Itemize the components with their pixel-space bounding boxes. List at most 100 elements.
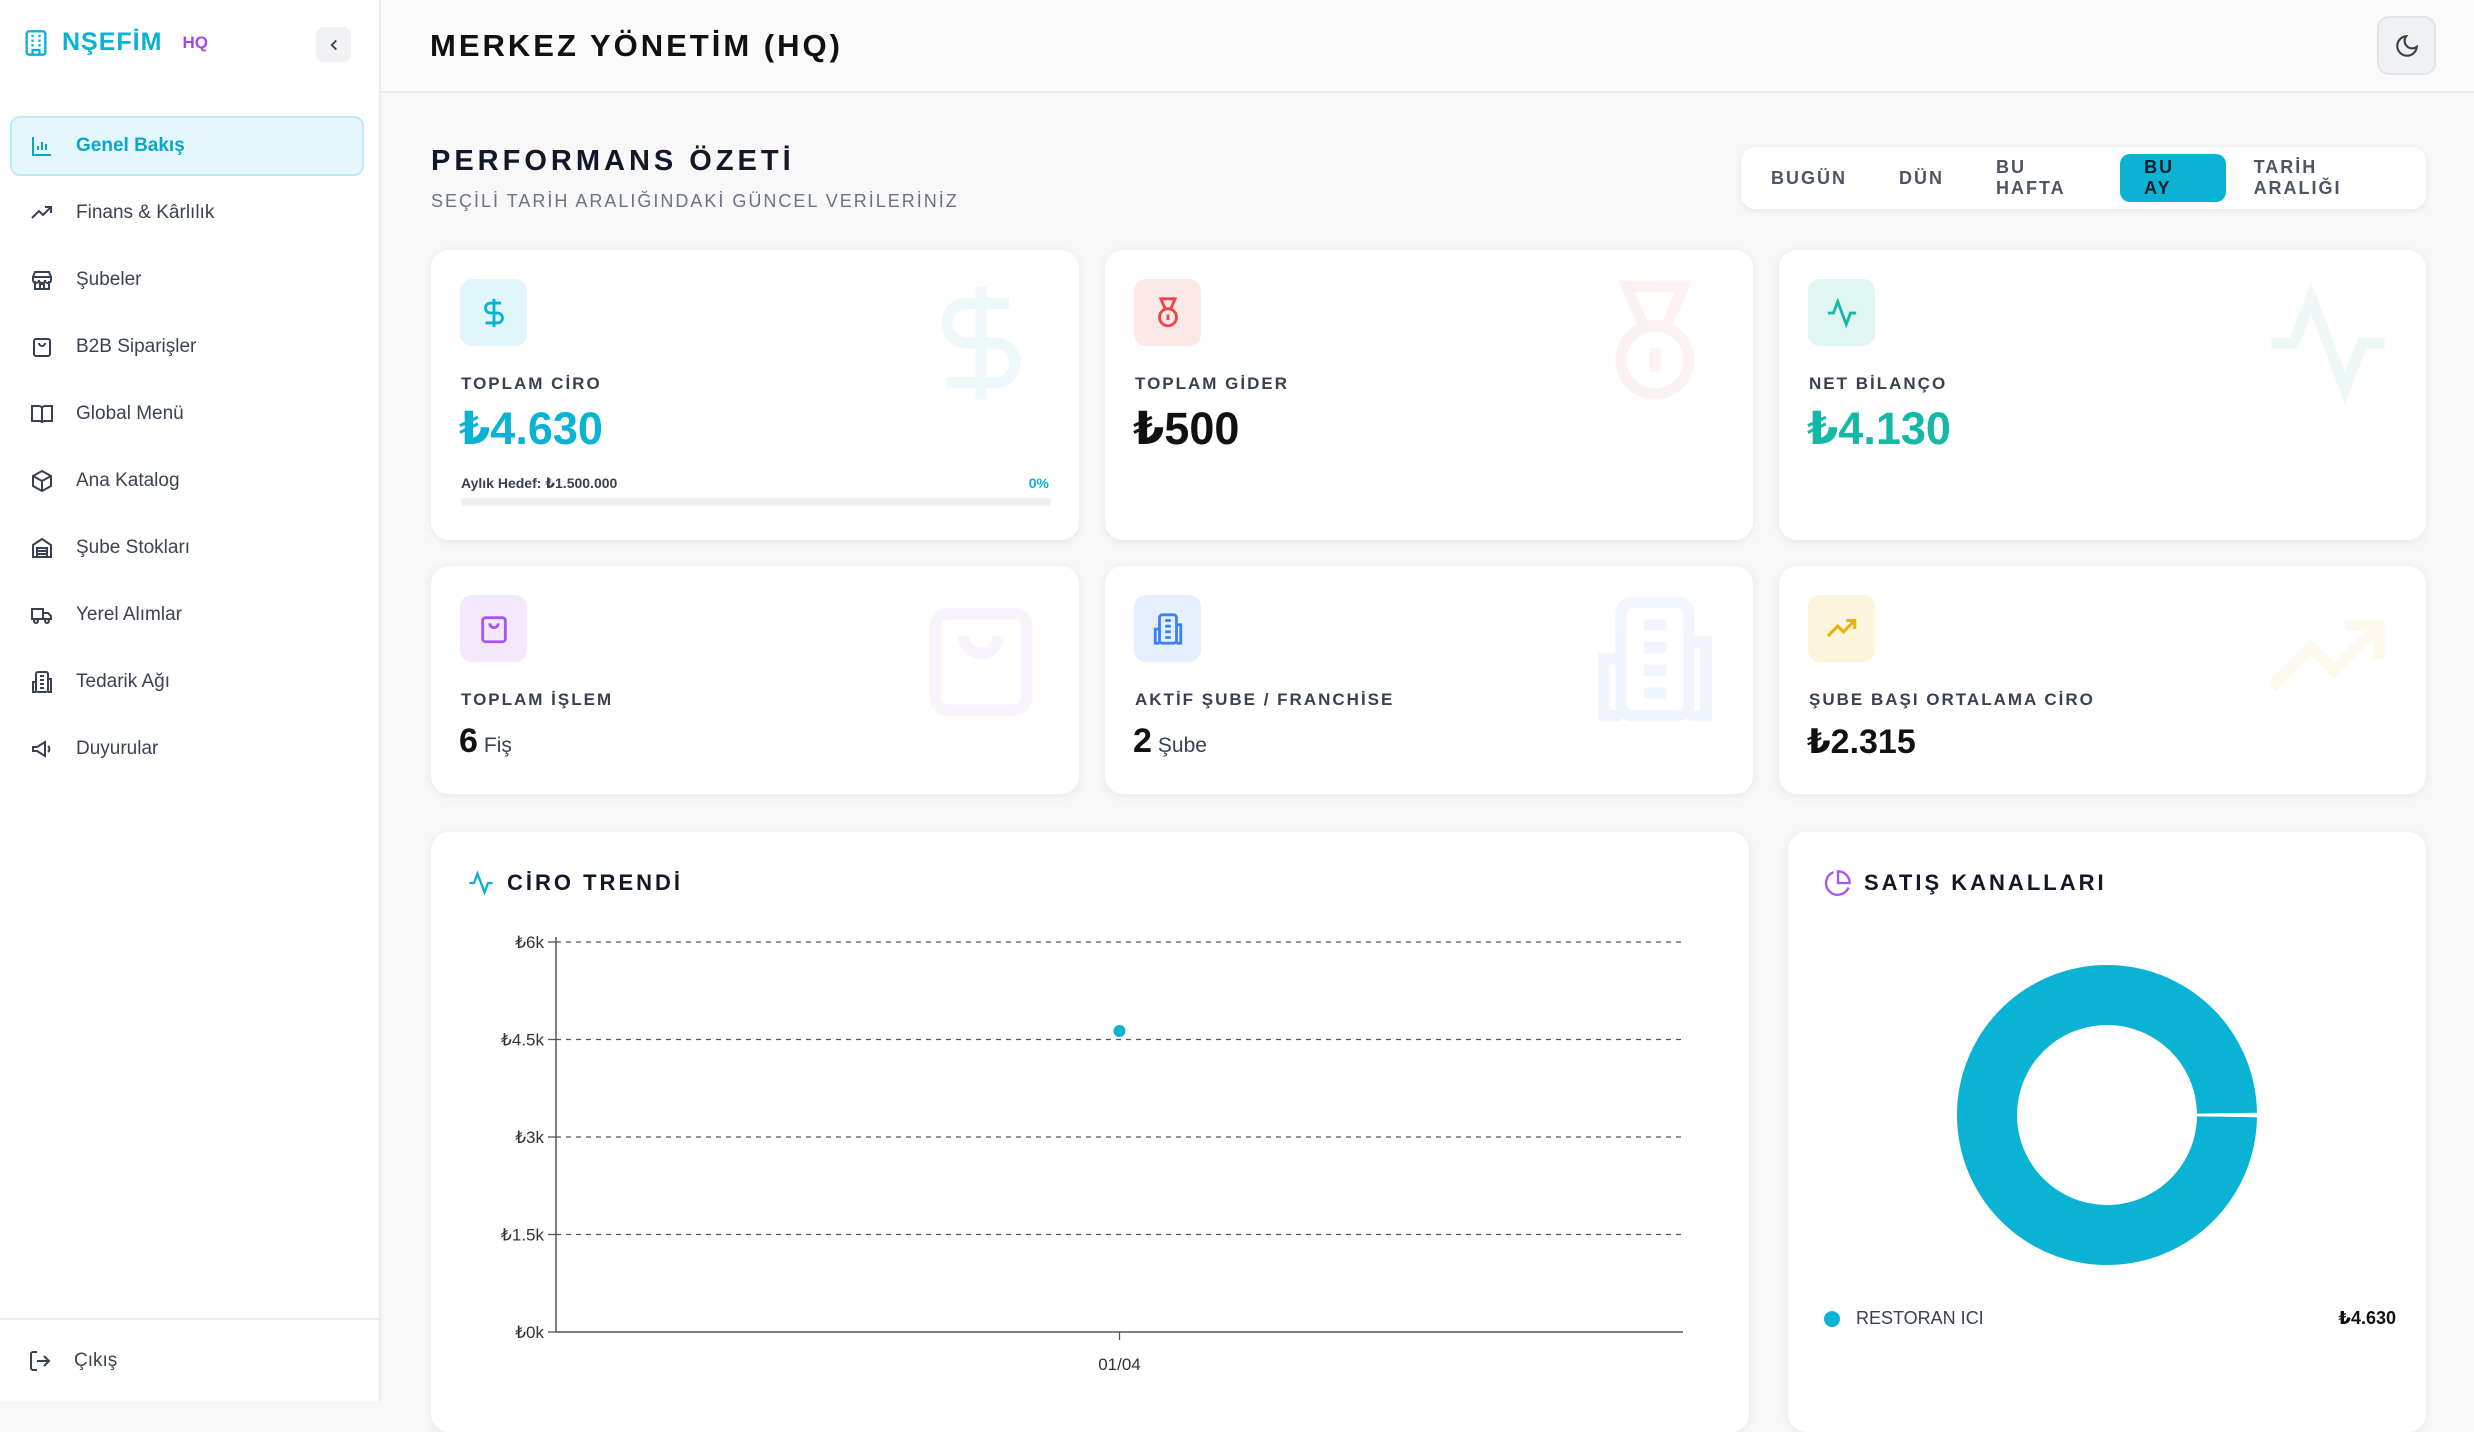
sidebar-item-label: Şubeler [76,269,142,290]
shopping-bag-icon [460,595,527,662]
sidebar-item-megaphone[interactable]: Duyurular [10,719,364,779]
transactions-unit: Fiş [483,734,512,757]
avg-revenue-label: ŞUBE BAŞI ORTALAMA CİRO [1809,690,2095,709]
active-branches-count: 2 [1133,722,1152,760]
range-tab-0[interactable]: BUGÜN [1771,167,1847,188]
sidebar-item-truck[interactable]: Yerel Alımlar [10,585,364,645]
sidebar-item-label: Şube Stokları [76,537,191,558]
office-building-watermark-icon [1598,596,1712,722]
page-title: MERKEZ YÖNETİM (HQ) [430,28,843,63]
store-icon [32,271,52,290]
book-open-icon [31,405,53,424]
transactions-card: TOPLAM İŞLEM 6 Fiş [431,566,1079,794]
megaphone-icon [32,740,51,758]
range-tab-4[interactable]: TARİH ARALIĞI [2253,157,2342,198]
building-icon [32,671,52,693]
x-tick-label: 01/04 [1098,1355,1141,1374]
sidebar-item-bar-chart[interactable]: Genel Bakış [10,116,364,176]
avg-revenue-value: ₺2.315 [1807,723,1916,761]
expense-label: TOPLAM GİDER [1135,374,1290,393]
sidebar-item-label: B2B Siparişler [76,336,197,357]
channel-name: RESTORAN ICI [1856,1308,1984,1328]
data-point [1113,1025,1126,1038]
sidebar-item-label: Finans & Kârlılık [76,202,215,223]
medal-icon [1134,279,1201,346]
logout-button[interactable]: Çıkış [0,1318,381,1401]
active-branches-card: AKTİF ŞUBE / FRANCHİSE 2 Şube [1105,566,1753,794]
sidebar-item-label: Duyurular [76,738,159,759]
sidebar-item-label: Yerel Alımlar [76,604,182,625]
monthly-goal-progress [461,498,1051,506]
sidebar-nav: Genel Bakış Finans & Kârlılık Şubeler B2B S… [10,116,364,786]
net-balance-value: ₺4.130 [1807,403,1951,454]
y-tick-label: ₺0k [515,1323,544,1342]
monthly-goal-percent: 0% [1028,475,1049,491]
sidebar-item-label: Genel Bakış [76,135,185,156]
legend-dot [1824,1310,1840,1327]
range-tab-1[interactable]: DÜN [1899,167,1944,188]
collapse-sidebar-button[interactable] [316,27,351,62]
range-tab-2[interactable]: BU HAFTA [1996,157,2066,198]
medal-watermark-icon [1615,280,1695,400]
net-balance-card: NET BİLANÇO ₺4.130 [1779,250,2426,540]
brand-suffix: HQ [182,32,208,52]
transactions-label: TOPLAM İŞLEM [461,690,614,709]
package-icon [32,469,52,493]
expense-card: TOPLAM GİDER ₺500 [1105,250,1753,540]
revenue-label: TOPLAM CİRO [461,374,602,393]
shopping-bag-watermark-icon [930,608,1032,716]
revenue-trend-panel: CİRO TRENDİ ₺0k ₺1.5k ₺3k ₺4.5k ₺6k 01/04 [431,832,1749,1432]
sidebar: NŞEFİM HQ Genel Bakış Finans & Kârlılık Şu… [0,0,381,1401]
channels-header: SATIŞ KANALLARI [1824,869,2107,897]
sidebar-item-book-open[interactable]: Global Menü [10,384,364,444]
transactions-count: 6 [459,722,478,760]
trending-up-icon [1808,595,1875,662]
sales-channels-panel: SATIŞ KANALLARI RESTORAN ICI ₺4.630 [1788,832,2426,1432]
warehouse-icon [32,537,52,558]
dollar-icon [460,279,527,346]
y-tick-label: ₺3k [515,1128,544,1147]
theme-toggle-button[interactable] [2377,16,2436,75]
revenue-card: TOPLAM CİRO ₺4.630 Aylık Hedef: ₺1.500.0… [431,250,1079,540]
y-tick-label: ₺6k [515,933,544,952]
activity-icon [469,870,493,896]
topbar: MERKEZ YÖNETİM (HQ) [381,0,2474,93]
sidebar-item-package[interactable]: Ana Katalog [10,451,364,511]
moon-icon [2395,34,2418,57]
sidebar-item-store[interactable]: Şubeler [10,250,364,310]
donut-slice [1957,965,2257,1265]
active-branches-value: 2 Şube [1133,722,1207,761]
activity-icon [1808,279,1875,346]
chevron-left-icon [329,39,337,50]
monthly-goal-label: Aylık Hedef: ₺1.500.000 [461,475,618,491]
revenue-trend-chart: ₺0k ₺1.5k ₺3k ₺4.5k ₺6k 01/04 [501,933,1683,1374]
sales-channels-donut [1957,965,2257,1265]
expense-value: ₺500 [1133,403,1240,454]
trending-up-watermark-icon [2267,619,2385,692]
truck-icon [31,608,52,624]
sidebar-item-label: Tedarik Ağı [76,671,170,692]
avg-revenue-card: ŞUBE BAŞI ORTALAMA CİRO ₺2.315 [1779,566,2426,794]
channel-legend-item: RESTORAN ICI ₺4.630 [1824,1308,2396,1329]
trend-title: CİRO TRENDİ [507,870,683,895]
sidebar-item-warehouse[interactable]: Şube Stokları [10,518,364,578]
brand[interactable]: NŞEFİM HQ [22,28,208,57]
sidebar-item-label: Ana Katalog [76,470,180,491]
sidebar-item-shopping-bag[interactable]: B2B Siparişler [10,317,364,377]
office-building-icon [1134,595,1201,662]
range-tab-3[interactable]: BU AY [2120,154,2226,202]
active-branches-label: AKTİF ŞUBE / FRANCHİSE [1135,690,1395,709]
brand-name: NŞEFİM [62,28,163,56]
shopping-bag-icon [33,338,51,357]
active-branches-unit: Şube [1157,734,1207,757]
trend-header: CİRO TRENDİ [467,869,683,897]
logout-label: Çıkış [74,1349,118,1371]
sidebar-item-trending-up[interactable]: Finans & Kârlılık [10,183,364,243]
transactions-value: 6 Fiş [459,722,512,761]
bar-chart-icon [32,137,51,156]
sidebar-item-building[interactable]: Tedarik Ağı [10,652,364,712]
logout-icon [30,1350,51,1371]
y-tick-label: ₺4.5k [501,1031,544,1050]
building-logo-icon [25,29,47,56]
pie-chart-icon [1824,870,1851,896]
